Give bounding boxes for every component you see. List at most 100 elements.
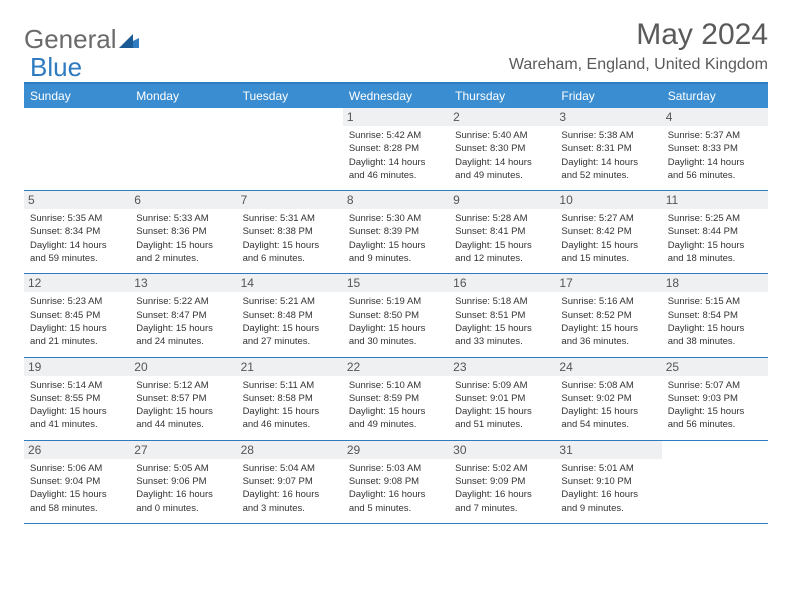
day-number: 22 bbox=[343, 358, 449, 376]
daylight-text: Daylight: 15 hours and 15 minutes. bbox=[561, 239, 655, 266]
day-number: 10 bbox=[555, 191, 661, 209]
week-row: 19Sunrise: 5:14 AMSunset: 8:55 PMDayligh… bbox=[24, 358, 768, 441]
day-cell: 3 Sunrise: 5:38 AMSunset: 8:31 PMDaylight… bbox=[555, 108, 661, 190]
day-number: 12 bbox=[24, 274, 130, 292]
day-cell: 28Sunrise: 5:04 AMSunset: 9:07 PMDayligh… bbox=[237, 441, 343, 523]
week-row: 5Sunrise: 5:35 AMSunset: 8:34 PMDaylight… bbox=[24, 191, 768, 274]
calendar: Sunday Monday Tuesday Wednesday Thursday… bbox=[24, 82, 768, 524]
daylight-text: Daylight: 15 hours and 27 minutes. bbox=[243, 322, 337, 349]
sunset-text: Sunset: 9:10 PM bbox=[561, 475, 655, 488]
sunset-text: Sunset: 8:55 PM bbox=[30, 392, 124, 405]
day-details: Sunrise: 5:25 AMSunset: 8:44 PMDaylight:… bbox=[668, 212, 762, 265]
sunset-text: Sunset: 8:33 PM bbox=[668, 142, 762, 155]
sunrise-text: Sunrise: 5:22 AM bbox=[136, 295, 230, 308]
day-details: Sunrise: 5:10 AMSunset: 8:59 PMDaylight:… bbox=[349, 379, 443, 432]
day-number: 16 bbox=[449, 274, 555, 292]
daylight-text: Daylight: 16 hours and 0 minutes. bbox=[136, 488, 230, 515]
day-cell: 9Sunrise: 5:28 AMSunset: 8:41 PMDaylight… bbox=[449, 191, 555, 273]
sunrise-text: Sunrise: 5:28 AM bbox=[455, 212, 549, 225]
day-details: Sunrise: 5:40 AMSunset: 8:30 PMDaylight:… bbox=[455, 129, 549, 182]
sunset-text: Sunset: 8:41 PM bbox=[455, 225, 549, 238]
day-number: 11 bbox=[662, 191, 768, 209]
day-number: 7 bbox=[237, 191, 343, 209]
sunset-text: Sunset: 8:54 PM bbox=[668, 309, 762, 322]
day-cell: 24Sunrise: 5:08 AMSunset: 9:02 PMDayligh… bbox=[555, 358, 661, 440]
day-header-wed: Wednesday bbox=[343, 84, 449, 108]
daylight-text: Daylight: 15 hours and 54 minutes. bbox=[561, 405, 655, 432]
sunset-text: Sunset: 8:58 PM bbox=[243, 392, 337, 405]
daylight-text: Daylight: 15 hours and 56 minutes. bbox=[668, 405, 762, 432]
day-number: 13 bbox=[130, 274, 236, 292]
day-cell: 11 Sunrise: 5:25 AMSunset: 8:44 PMDayligh… bbox=[662, 191, 768, 273]
day-number: 3 bbox=[555, 108, 661, 126]
day-cell: 23Sunrise: 5:09 AMSunset: 9:01 PMDayligh… bbox=[449, 358, 555, 440]
day-number: 19 bbox=[24, 358, 130, 376]
day-header-tue: Tuesday bbox=[237, 84, 343, 108]
day-details: Sunrise: 5:07 AMSunset: 9:03 PMDaylight:… bbox=[668, 379, 762, 432]
day-number: 27 bbox=[130, 441, 236, 459]
sunset-text: Sunset: 8:31 PM bbox=[561, 142, 655, 155]
daylight-text: Daylight: 15 hours and 41 minutes. bbox=[30, 405, 124, 432]
day-details: Sunrise: 5:11 AMSunset: 8:58 PMDaylight:… bbox=[243, 379, 337, 432]
day-details: Sunrise: 5:08 AMSunset: 9:02 PMDaylight:… bbox=[561, 379, 655, 432]
daylight-text: Daylight: 16 hours and 9 minutes. bbox=[561, 488, 655, 515]
day-cell: 8Sunrise: 5:30 AMSunset: 8:39 PMDaylight… bbox=[343, 191, 449, 273]
sunset-text: Sunset: 9:01 PM bbox=[455, 392, 549, 405]
sunset-text: Sunset: 8:42 PM bbox=[561, 225, 655, 238]
sunrise-text: Sunrise: 5:14 AM bbox=[30, 379, 124, 392]
day-number: 29 bbox=[343, 441, 449, 459]
daylight-text: Daylight: 15 hours and 38 minutes. bbox=[668, 322, 762, 349]
day-number: 26 bbox=[24, 441, 130, 459]
day-cell: 5Sunrise: 5:35 AMSunset: 8:34 PMDaylight… bbox=[24, 191, 130, 273]
sunset-text: Sunset: 8:48 PM bbox=[243, 309, 337, 322]
day-details: Sunrise: 5:15 AMSunset: 8:54 PMDaylight:… bbox=[668, 295, 762, 348]
daylight-text: Daylight: 15 hours and 51 minutes. bbox=[455, 405, 549, 432]
sunset-text: Sunset: 8:34 PM bbox=[30, 225, 124, 238]
day-number: 4 bbox=[662, 108, 768, 126]
day-details: Sunrise: 5:38 AMSunset: 8:31 PMDaylight:… bbox=[561, 129, 655, 182]
day-details: Sunrise: 5:05 AMSunset: 9:06 PMDaylight:… bbox=[136, 462, 230, 515]
day-cell: 29Sunrise: 5:03 AMSunset: 9:08 PMDayligh… bbox=[343, 441, 449, 523]
day-number: 6 bbox=[130, 191, 236, 209]
day-details: Sunrise: 5:37 AMSunset: 8:33 PMDaylight:… bbox=[668, 129, 762, 182]
daylight-text: Daylight: 16 hours and 5 minutes. bbox=[349, 488, 443, 515]
daylight-text: Daylight: 14 hours and 46 minutes. bbox=[349, 156, 443, 183]
day-number: 25 bbox=[662, 358, 768, 376]
day-cell: 12Sunrise: 5:23 AMSunset: 8:45 PMDayligh… bbox=[24, 274, 130, 356]
day-cell: 31Sunrise: 5:01 AMSunset: 9:10 PMDayligh… bbox=[555, 441, 661, 523]
location: Wareham, England, United Kingdom bbox=[509, 56, 768, 74]
sunrise-text: Sunrise: 5:37 AM bbox=[668, 129, 762, 142]
sunrise-text: Sunrise: 5:33 AM bbox=[136, 212, 230, 225]
daylight-text: Daylight: 15 hours and 30 minutes. bbox=[349, 322, 443, 349]
sunrise-text: Sunrise: 5:07 AM bbox=[668, 379, 762, 392]
day-cell: 19 Sunrise: 5:14 AMSunset: 8:55 PMDayligh… bbox=[24, 358, 130, 440]
day-number: 8 bbox=[343, 191, 449, 209]
daylight-text: Daylight: 15 hours and 58 minutes. bbox=[30, 488, 124, 515]
day-cell bbox=[130, 108, 236, 190]
day-number: 23 bbox=[449, 358, 555, 376]
day-details: Sunrise: 5:18 AMSunset: 8:51 PMDaylight:… bbox=[455, 295, 549, 348]
day-details: Sunrise: 5:19 AMSunset: 8:50 PMDaylight:… bbox=[349, 295, 443, 348]
sunset-text: Sunset: 9:02 PM bbox=[561, 392, 655, 405]
sunrise-text: Sunrise: 5:15 AM bbox=[668, 295, 762, 308]
sunrise-text: Sunrise: 5:42 AM bbox=[349, 129, 443, 142]
day-details: Sunrise: 5:12 AMSunset: 8:57 PMDaylight:… bbox=[136, 379, 230, 432]
day-cell bbox=[24, 108, 130, 190]
day-number: 5 bbox=[24, 191, 130, 209]
day-details: Sunrise: 5:22 AMSunset: 8:47 PMDaylight:… bbox=[136, 295, 230, 348]
daylight-text: Daylight: 15 hours and 21 minutes. bbox=[30, 322, 124, 349]
daylight-text: Daylight: 16 hours and 3 minutes. bbox=[243, 488, 337, 515]
weeks-container: 1Sunrise: 5:42 AMSunset: 8:28 PMDaylight… bbox=[24, 108, 768, 524]
sunrise-text: Sunrise: 5:27 AM bbox=[561, 212, 655, 225]
day-cell: 30Sunrise: 5:02 AMSunset: 9:09 PMDayligh… bbox=[449, 441, 555, 523]
day-cell: 13 Sunrise: 5:22 AMSunset: 8:47 PMDayligh… bbox=[130, 274, 236, 356]
sunset-text: Sunset: 8:45 PM bbox=[30, 309, 124, 322]
day-cell bbox=[662, 441, 768, 523]
sunrise-text: Sunrise: 5:01 AM bbox=[561, 462, 655, 475]
sunset-text: Sunset: 8:47 PM bbox=[136, 309, 230, 322]
sunrise-text: Sunrise: 5:05 AM bbox=[136, 462, 230, 475]
daylight-text: Daylight: 15 hours and 36 minutes. bbox=[561, 322, 655, 349]
daylight-text: Daylight: 15 hours and 2 minutes. bbox=[136, 239, 230, 266]
day-details: Sunrise: 5:21 AMSunset: 8:48 PMDaylight:… bbox=[243, 295, 337, 348]
daylight-text: Daylight: 15 hours and 49 minutes. bbox=[349, 405, 443, 432]
